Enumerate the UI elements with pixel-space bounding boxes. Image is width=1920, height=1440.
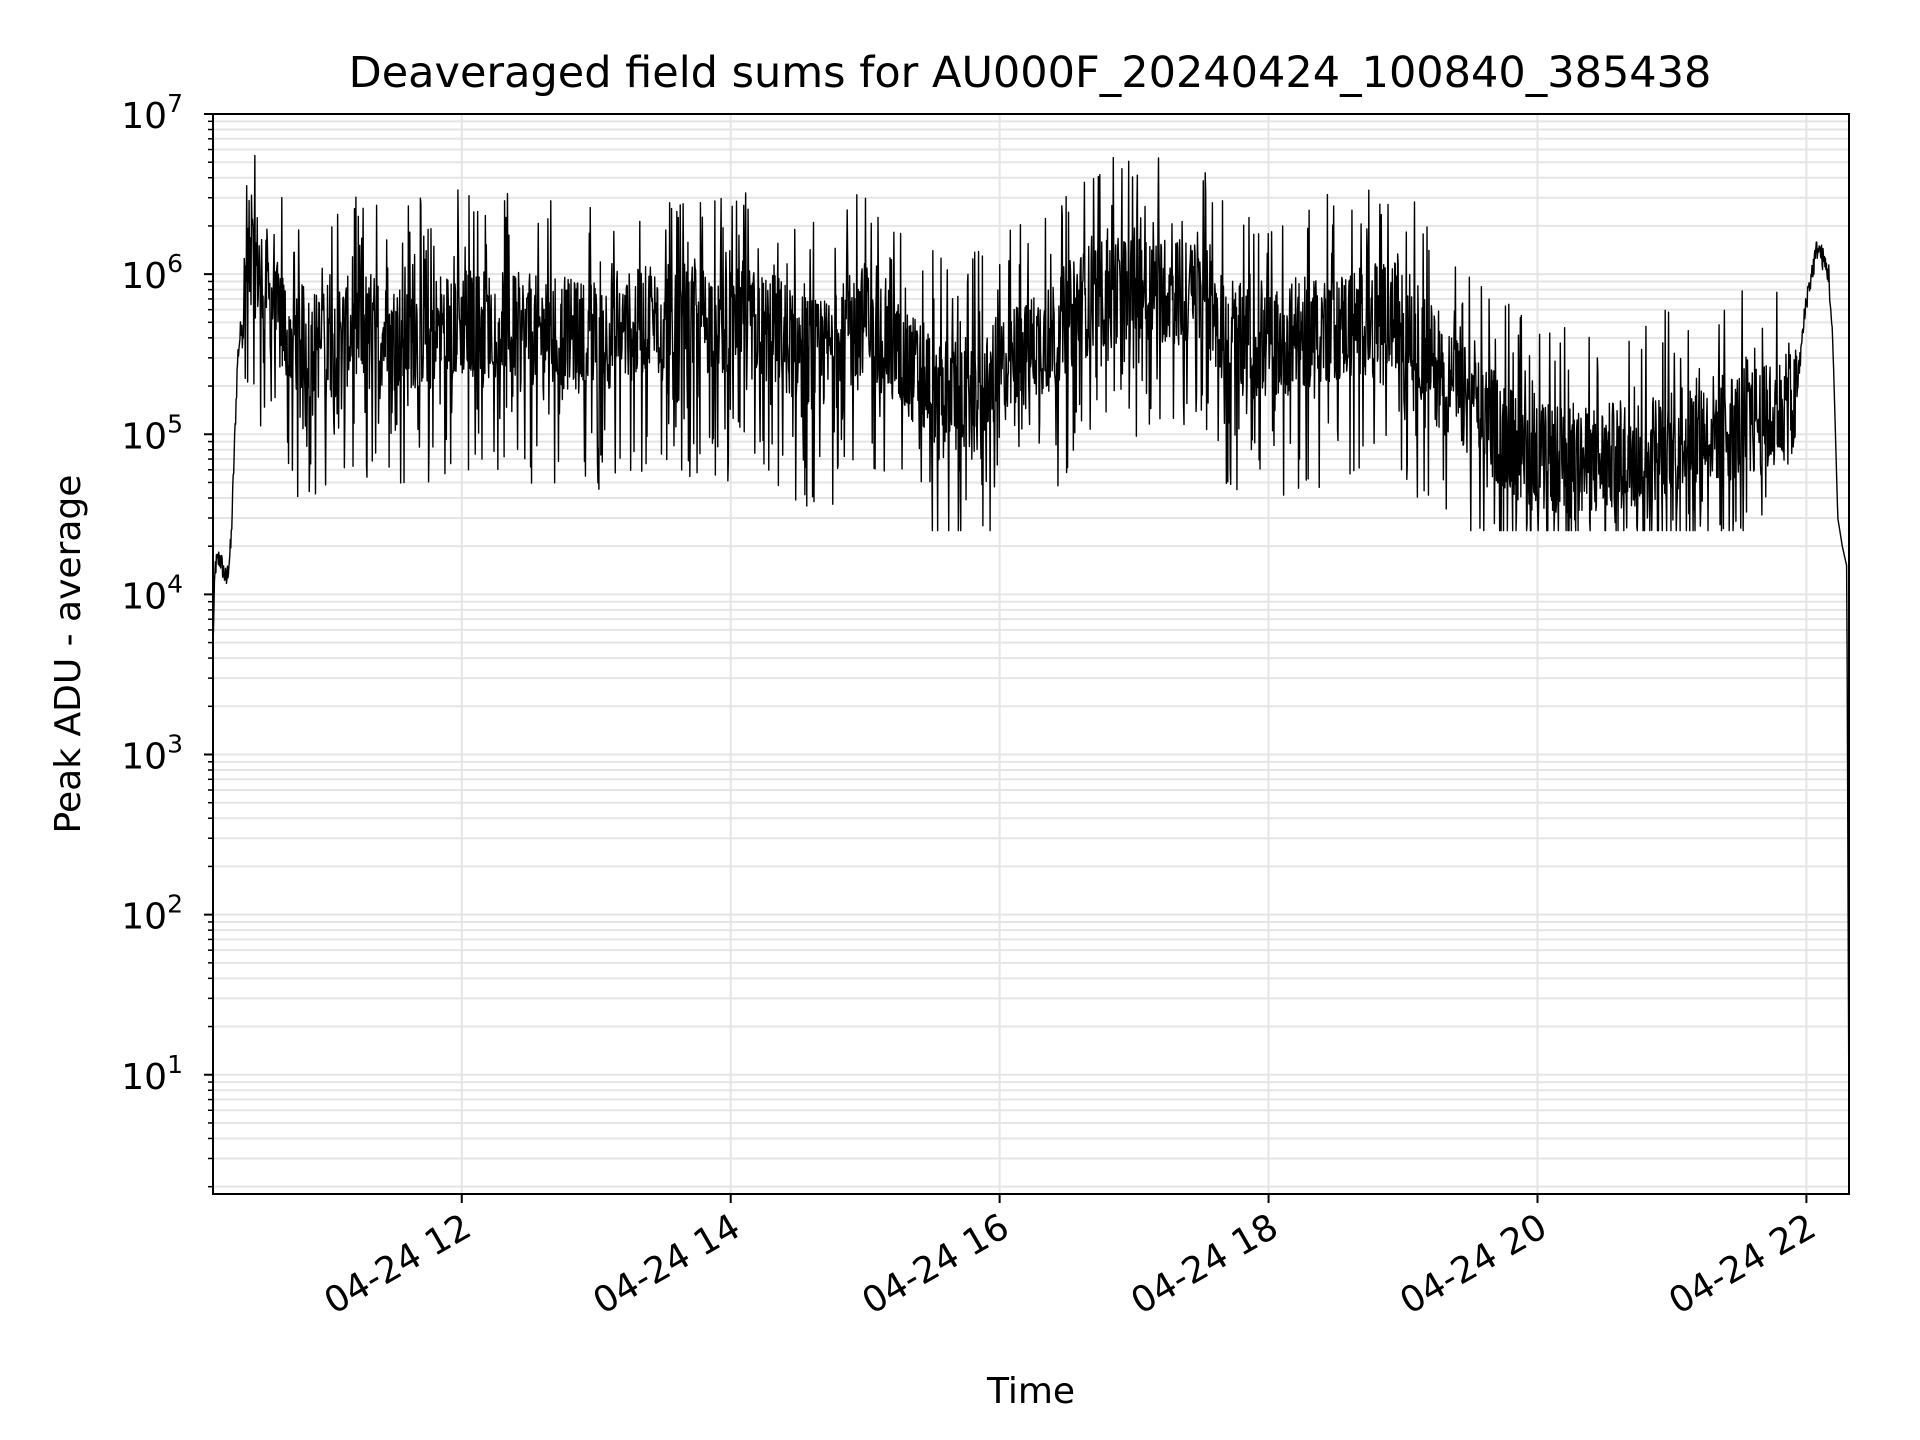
y-tick-label: 106 [121, 249, 183, 297]
y-tick-label-base: 10 [121, 1057, 167, 1098]
y-tick-label-exp: 5 [167, 409, 183, 438]
y-tick-label-exp: 6 [167, 249, 183, 278]
plot-frame [212, 113, 1850, 1195]
y-tick-label: 101 [121, 1050, 183, 1098]
y-tick-label: 107 [121, 89, 183, 137]
y-tick-label-base: 10 [121, 897, 167, 938]
series-group [212, 154, 1850, 1139]
y-axis-label: Peak ADU - average [48, 475, 89, 834]
x-axis-label: Time [986, 1371, 1075, 1412]
y-tick-label: 103 [121, 730, 183, 778]
y-tick-label-exp: 3 [167, 730, 183, 759]
y-tick-label: 104 [121, 569, 183, 617]
y-tick-label-base: 10 [121, 96, 167, 137]
y-tick-label-base: 10 [121, 576, 167, 617]
y-tick-label-exp: 1 [167, 1050, 183, 1079]
y-tick-label-exp: 4 [167, 569, 183, 598]
y-tick-label-base: 10 [121, 416, 167, 457]
series-line [212, 154, 1850, 1139]
y-tick-label-base: 10 [121, 737, 167, 778]
y-tick-label: 102 [121, 890, 183, 938]
chart-title: Deaveraged field sums for AU000F_2024042… [349, 48, 1712, 98]
y-tick-label-exp: 7 [167, 89, 183, 118]
y-tick-label-exp: 2 [167, 890, 183, 919]
y-tick-label: 105 [121, 409, 183, 457]
y-tick-label-base: 10 [121, 256, 167, 297]
